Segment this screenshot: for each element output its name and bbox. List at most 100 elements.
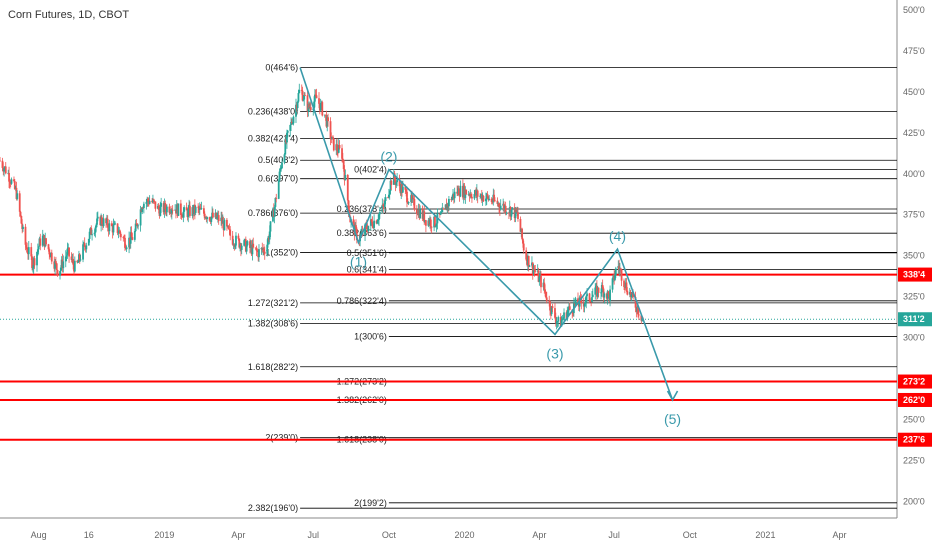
candle-body (65, 255, 68, 257)
candle-body (568, 306, 571, 310)
candle-body (16, 193, 19, 199)
candle-body (566, 311, 569, 319)
candle-body (10, 179, 13, 184)
candle-body (579, 297, 582, 299)
candle-body (91, 234, 93, 236)
candle-body (554, 308, 556, 318)
candle-body (413, 198, 416, 210)
candle-body (148, 200, 151, 204)
candle-body (8, 172, 10, 182)
candle-body (187, 208, 190, 218)
candle-body (538, 276, 541, 282)
candle-body (563, 312, 565, 319)
candle-body (490, 198, 493, 203)
candle-body (45, 238, 47, 245)
candle-body (18, 193, 21, 212)
y-tick-label: 325'0 (903, 292, 925, 302)
wave-label: (5) (664, 411, 681, 427)
candle-body (263, 251, 266, 254)
candle-body (168, 206, 171, 213)
candle-body (229, 229, 232, 236)
candle-body (296, 101, 299, 109)
candle-body (393, 173, 396, 181)
candle-body (388, 191, 391, 195)
candle-body (183, 207, 186, 212)
candle-body (266, 244, 269, 254)
candle-body (548, 300, 551, 302)
candle-body (39, 238, 42, 246)
candle-body (346, 174, 349, 201)
candle-body (376, 221, 379, 224)
candle-body (177, 203, 180, 216)
candle-body (591, 294, 594, 298)
candle-body (290, 121, 293, 124)
candle-body (182, 211, 185, 218)
candle-body (347, 200, 350, 212)
candle-body (234, 245, 237, 247)
candle-body (255, 247, 258, 251)
candle-body (208, 217, 211, 221)
candle-body (423, 211, 426, 223)
candle-body (354, 225, 357, 235)
candle-body (494, 200, 496, 202)
candle-body (76, 260, 79, 263)
candle-body (510, 209, 513, 217)
candle-body (280, 168, 283, 170)
candle-body (112, 224, 115, 233)
candle-body (304, 95, 306, 97)
candle-body (491, 202, 494, 203)
candle-body (407, 202, 410, 204)
x-tick-label: Oct (382, 530, 397, 540)
candle-body (263, 248, 265, 252)
candle-body (338, 145, 341, 149)
candle-body (70, 256, 73, 260)
candle-body (505, 212, 508, 214)
candle-body (606, 291, 609, 299)
candle-body (231, 235, 234, 245)
candle-body (382, 204, 385, 206)
candle-body (623, 280, 625, 287)
candle-body (626, 290, 629, 295)
y-tick-label: 300'0 (903, 333, 925, 343)
candle-body (473, 194, 476, 199)
fib-level-label: 0.236(438'0) (248, 106, 298, 116)
candle-body (482, 195, 485, 202)
candle-body (142, 203, 145, 209)
candle-body (619, 268, 622, 270)
candle-body (301, 90, 304, 101)
fib-level-label: 2(199'2) (354, 498, 387, 508)
candle-body (95, 224, 98, 228)
candle-body (441, 208, 444, 213)
candle-body (525, 250, 528, 260)
candle-body (240, 245, 243, 250)
candle-body (453, 191, 456, 199)
candle-body (440, 212, 443, 213)
candle-body (319, 103, 322, 111)
candle-body (26, 247, 29, 253)
candle-body (164, 203, 167, 210)
candle-body (134, 223, 137, 232)
candle-body (153, 200, 156, 202)
last-price-tag (898, 312, 932, 327)
candle-body (116, 223, 119, 233)
candle-body (457, 188, 460, 196)
price-tag-label: 273'2 (903, 377, 925, 387)
price-tag-bg (898, 374, 932, 389)
candle-body (273, 206, 276, 217)
candle-body (36, 252, 38, 266)
candle-body (470, 194, 473, 197)
x-tick-label: Jul (307, 530, 319, 540)
fib-level-label: 2(239'0) (265, 433, 298, 443)
candle-body (533, 269, 536, 271)
candle-body (614, 268, 617, 276)
candle-body (189, 205, 191, 216)
candle-body (607, 291, 610, 294)
candle-body (223, 219, 226, 231)
wave-label: (1) (350, 254, 367, 270)
x-tick-label: 2020 (455, 530, 475, 540)
candle-body (133, 231, 136, 240)
candle-body (378, 211, 381, 215)
candle-body (640, 315, 643, 321)
candle-body (459, 185, 462, 197)
